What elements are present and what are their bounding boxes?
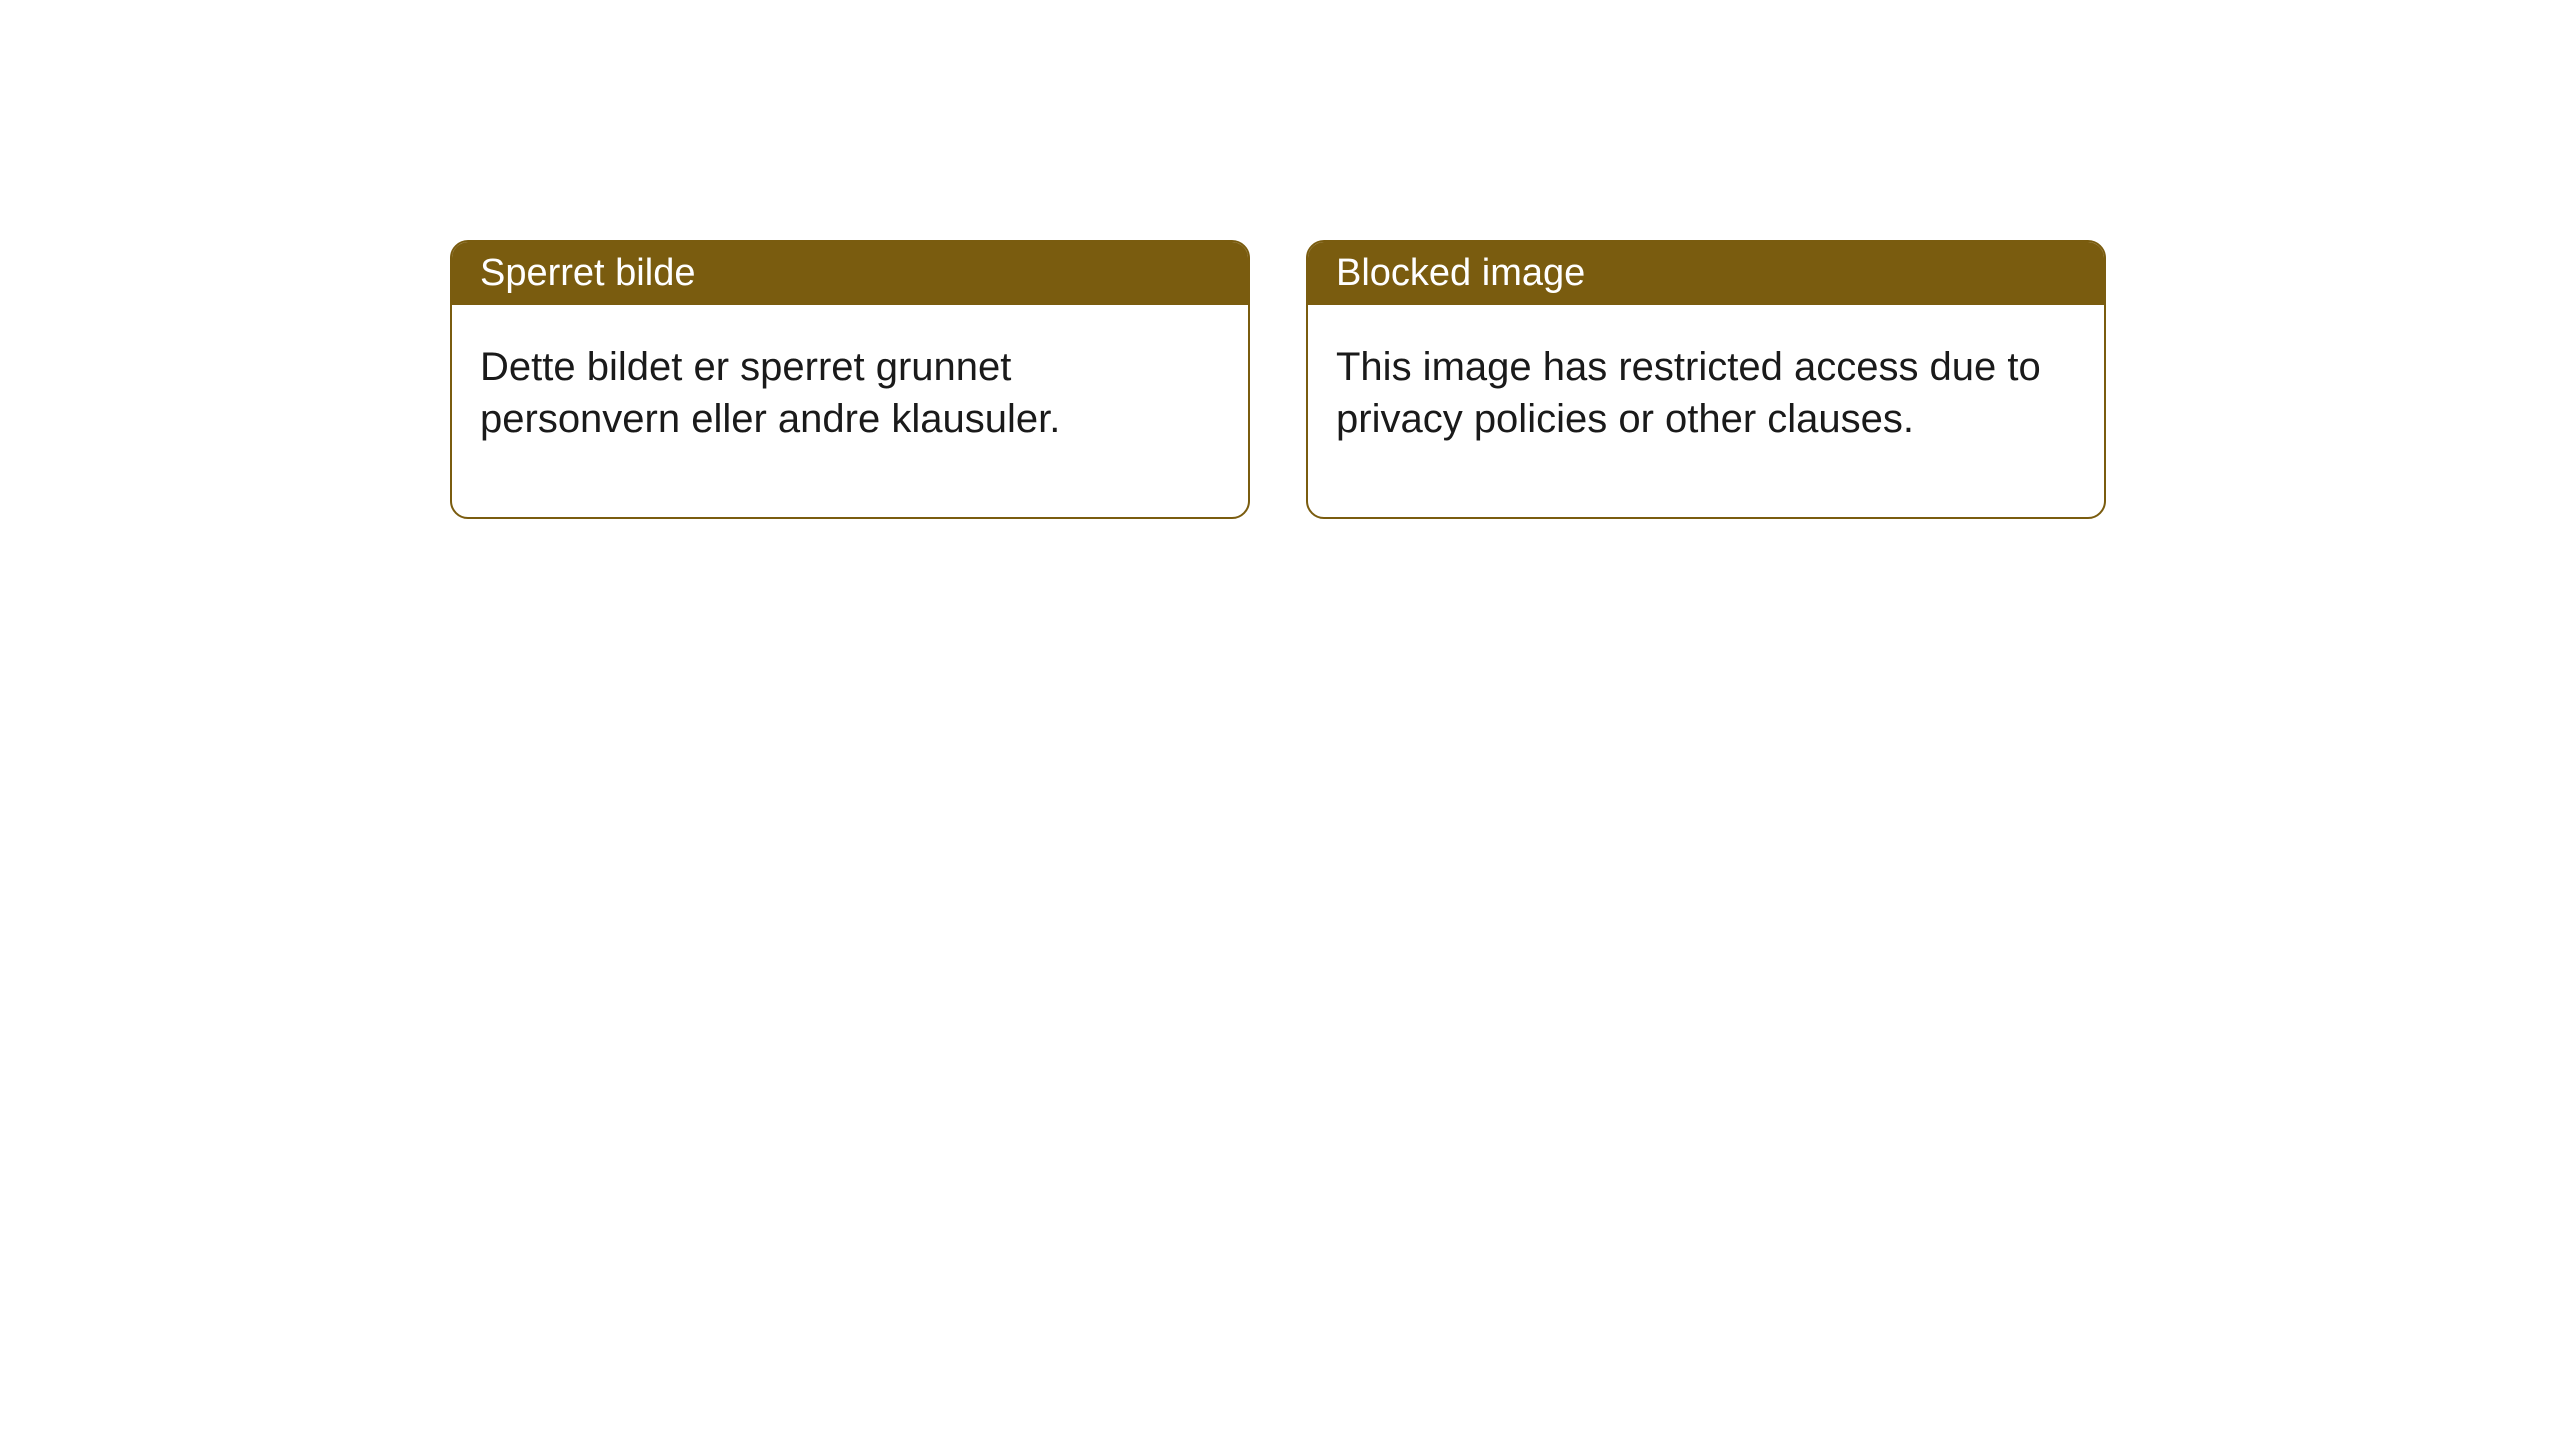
notice-container: Sperret bilde Dette bildet er sperret gr… — [450, 240, 2106, 519]
notice-header: Blocked image — [1308, 242, 2104, 305]
notice-header: Sperret bilde — [452, 242, 1248, 305]
notice-box-english: Blocked image This image has restricted … — [1306, 240, 2106, 519]
notice-box-norwegian: Sperret bilde Dette bildet er sperret gr… — [450, 240, 1250, 519]
notice-body: This image has restricted access due to … — [1308, 305, 2104, 517]
notice-body: Dette bildet er sperret grunnet personve… — [452, 305, 1248, 517]
